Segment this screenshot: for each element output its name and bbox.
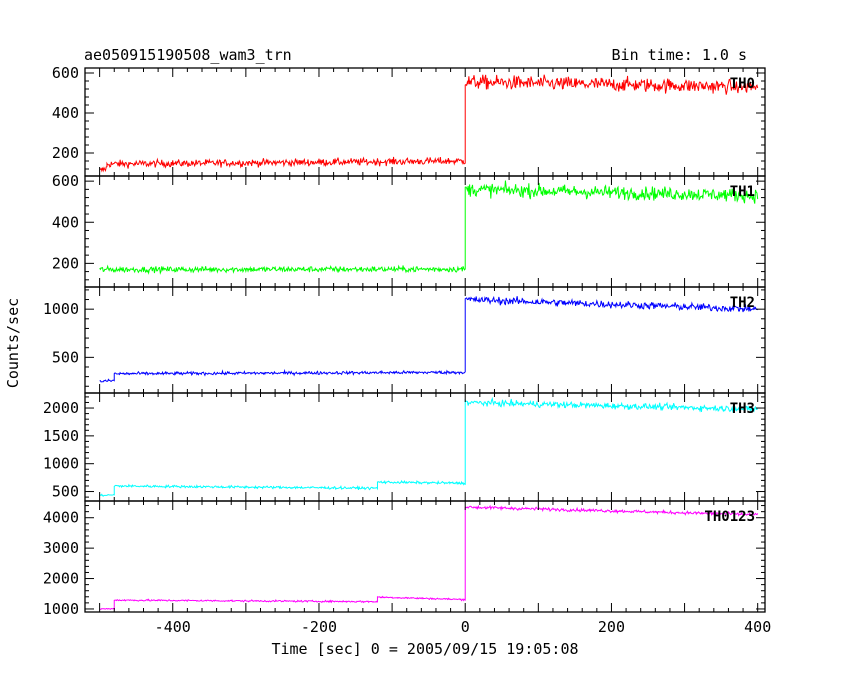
y-tick-label: 400 [52, 104, 79, 122]
panel-label-th3: TH3 [730, 401, 755, 417]
x-tick-label: 200 [598, 618, 625, 636]
x-tick-label: -200 [301, 618, 337, 636]
y-tick-label: 1000 [43, 300, 79, 318]
y-tick-label: 1000 [43, 455, 79, 473]
y-tick-label: 200 [52, 254, 79, 272]
panel-label-th0: TH0 [730, 76, 755, 92]
bin-time-label: Bin time: 1.0 s [612, 46, 747, 64]
panel-th0: 200 400 600 TH0 [52, 64, 766, 177]
panel-frame [84, 286, 766, 394]
panel-label-th1: TH1 [730, 184, 755, 200]
light-curve-th3 [99, 396, 759, 497]
panel-th3: 500 1000 1500 2000 TH3 [43, 392, 766, 502]
y-tick-label: 1000 [43, 600, 79, 618]
y-tick-label: 3000 [43, 539, 79, 557]
x-axis-label: Time [sec] 0 = 2005/09/15 19:05:08 [271, 640, 578, 658]
x-tick-label: -400 [155, 618, 191, 636]
y-tick-label: 2000 [43, 570, 79, 588]
y-tick-label: 500 [52, 483, 79, 501]
y-tick-label: 2000 [43, 399, 79, 417]
panel-label-th0123: TH0123 [704, 509, 755, 525]
y-tick-label: 500 [52, 348, 79, 366]
x-axis: -400 -200 0 200 400 [155, 618, 772, 636]
x-tick-label: 0 [461, 618, 470, 636]
y-tick-label: 400 [52, 213, 79, 231]
y-tick-label: 4000 [43, 509, 79, 527]
panel-frame [84, 500, 766, 613]
y-tick-label: 200 [52, 144, 79, 162]
y-tick-label: 600 [52, 172, 79, 190]
x-tick-label: 400 [744, 618, 771, 636]
panel-th2: 500 1000 TH2 [43, 286, 766, 394]
light-curve-th2 [99, 295, 759, 383]
light-curve-th0123 [99, 504, 759, 611]
light-curve-th0 [99, 74, 759, 173]
panel-th0123: 1000 2000 3000 4000 TH0123 [43, 500, 766, 618]
y-tick-label: 600 [52, 64, 79, 82]
y-tick-label: 1500 [43, 427, 79, 445]
panel-th1: 200 400 600 TH1 [52, 172, 766, 288]
chart-title: ae050915190508_wam3_trn [84, 46, 292, 64]
y-axis-label: Counts/sec [4, 298, 22, 388]
panel-label-th2: TH2 [730, 295, 755, 311]
light-curve-th1 [99, 180, 759, 275]
